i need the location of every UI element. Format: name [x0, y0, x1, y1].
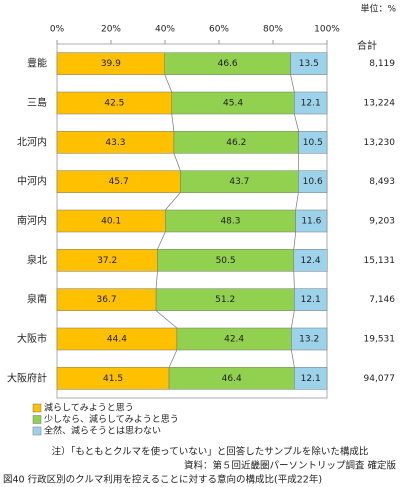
data-label: 41.5 — [103, 374, 123, 384]
data-label: 10.5 — [303, 138, 323, 148]
connector — [293, 113, 299, 132]
data-label: 51.2 — [215, 295, 235, 305]
x-tick-label: 0% — [50, 25, 65, 35]
total-label: 8,493 — [369, 177, 395, 187]
data-label: 12.4 — [301, 256, 321, 266]
connector — [290, 74, 295, 93]
total-label: 94,077 — [364, 374, 396, 384]
connector — [157, 231, 166, 250]
legend-swatch — [32, 403, 42, 413]
data-label: 42.5 — [104, 99, 124, 109]
category-label: 中河内 — [17, 175, 47, 188]
bar-segment — [291, 327, 328, 351]
x-tick-label: 20% — [101, 25, 121, 35]
category-label: 豊能 — [27, 57, 47, 70]
data-label: 10.6 — [303, 177, 323, 187]
total-label: 7,146 — [369, 295, 395, 305]
connector — [168, 349, 178, 368]
legend-label: 減らしてみようと思う — [44, 402, 134, 414]
connector — [164, 74, 173, 93]
total-label: 13,230 — [364, 138, 396, 148]
total-title: 合計 — [357, 39, 377, 52]
connector — [291, 349, 295, 368]
x-tick-label: 40% — [155, 25, 175, 35]
legend-swatch — [32, 426, 42, 436]
data-label: 48.3 — [220, 217, 240, 227]
data-label: 45.4 — [223, 99, 243, 109]
category-label: 北河内 — [17, 135, 47, 148]
legend-swatch — [32, 415, 42, 424]
total-label: 9,203 — [369, 217, 395, 227]
bar-segment — [298, 131, 328, 154]
data-label: 13.2 — [299, 335, 319, 345]
data-label: 37.2 — [97, 256, 117, 266]
data-label: 12.1 — [301, 99, 321, 109]
bar-segment — [293, 249, 328, 272]
data-label: 39.9 — [101, 59, 121, 69]
data-label: 42.4 — [224, 335, 244, 345]
total-label: 19,531 — [364, 335, 396, 345]
bar-segment — [298, 170, 328, 193]
bar-segment — [294, 288, 328, 311]
legend-label: 全然、減らそうとは思わない — [44, 425, 161, 437]
caption: 図40 行政区別のクルマ利用を控えることに対する意向の構成比(平成22年) — [3, 474, 322, 486]
category-label: 大阪府計 — [7, 371, 47, 384]
x-tick-label: 60% — [209, 25, 229, 35]
connector — [155, 310, 178, 329]
bar-segment — [294, 91, 328, 115]
category-label: 泉南 — [27, 293, 47, 306]
category-label: 泉北 — [27, 253, 47, 266]
unit-label: 単位：% — [360, 3, 396, 15]
data-label: 13.5 — [299, 59, 319, 69]
category-label: 大阪市 — [17, 332, 47, 345]
category-label: 三島 — [27, 96, 47, 109]
data-label: 46.2 — [226, 138, 246, 148]
connector — [165, 192, 181, 211]
data-label: 50.5 — [216, 256, 236, 266]
connector — [173, 153, 181, 171]
connector — [293, 271, 295, 289]
connector — [155, 271, 158, 289]
bar-segment — [294, 367, 328, 390]
data-label: 46.4 — [222, 374, 242, 384]
bar-segment — [295, 209, 328, 233]
x-tick-label: 80% — [263, 25, 283, 35]
bar-segment — [290, 52, 328, 75]
note: 資料：第５回近畿圏パーソントリップ調査 確定版 — [184, 460, 397, 472]
total-label: 15,131 — [364, 256, 396, 266]
data-label: 12.1 — [301, 374, 321, 384]
x-tick-label: 100% — [314, 25, 340, 35]
data-label: 43.3 — [105, 138, 125, 148]
data-label: 46.6 — [218, 59, 238, 69]
total-label: 13,224 — [364, 99, 396, 109]
category-label: 南河内 — [17, 214, 47, 227]
connector — [291, 310, 295, 329]
connector — [171, 113, 175, 132]
data-label: 11.6 — [301, 217, 321, 227]
data-label: 44.4 — [107, 335, 127, 345]
data-label: 43.7 — [229, 177, 249, 187]
data-label: 36.7 — [97, 295, 117, 305]
data-label: 45.7 — [109, 177, 129, 187]
connector — [295, 192, 299, 211]
note: 注）「もともとクルマを使っていない」と回答したサンプルを除いた構成比 — [52, 446, 369, 458]
connector — [293, 231, 297, 250]
data-label: 12.1 — [301, 295, 321, 305]
total-label: 8,119 — [369, 59, 395, 69]
legend-label: 少しなら、減らしてみようと思う — [44, 413, 179, 425]
data-label: 40.1 — [101, 217, 121, 227]
